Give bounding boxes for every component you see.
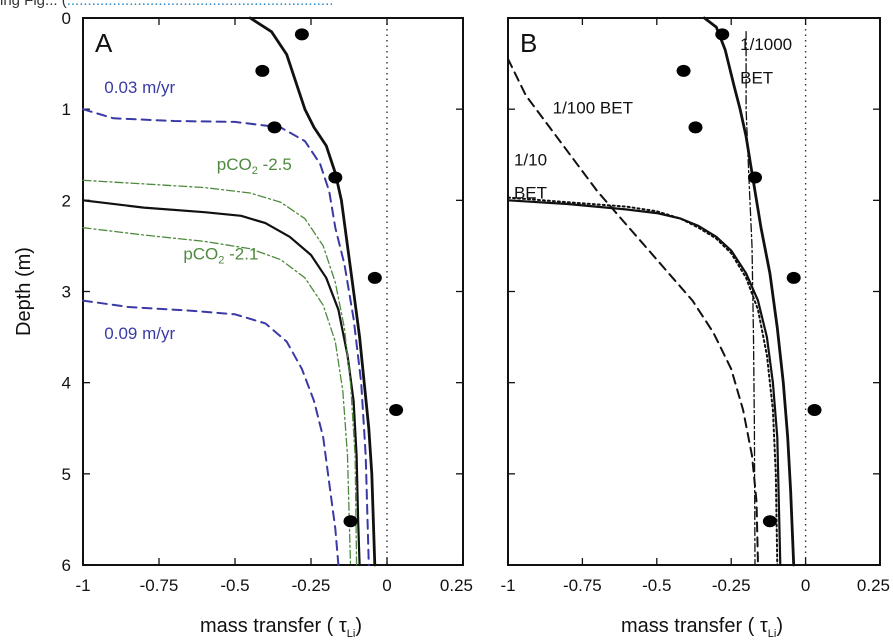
observation-point	[255, 64, 270, 77]
chart-panel-b: -1 -0.75 -0.5 -0.25 0 0.25 1/1000 BET 1/100 BET 1…	[500, 16, 890, 640]
observation-point	[715, 28, 730, 41]
y-tick-label: 6	[62, 556, 71, 575]
observation-point	[807, 404, 822, 417]
panel-label: A	[95, 28, 113, 58]
series-annotation: 1/10	[514, 151, 547, 170]
page-top-cut-link[interactable]: ........................................…	[66, 0, 334, 9]
series-line-0	[703, 16, 796, 567]
series-annotation: BET	[514, 184, 547, 203]
page-top-cut-text: ing Fig... (............................…	[0, 0, 333, 9]
series-annotation: 0.03 m/yr	[104, 78, 175, 97]
x-tick-label: -0.5	[220, 576, 249, 595]
series-line-5	[82, 227, 352, 566]
x-tick-label: -0.75	[563, 576, 602, 595]
y-tick-label: 3	[62, 283, 71, 302]
series-line-2	[82, 108, 370, 566]
x-tick-label: -0.5	[642, 576, 671, 595]
series-annotation: pCO2 -2.1	[183, 245, 258, 267]
series-line-1	[506, 199, 782, 567]
x-tick-label: 0	[801, 576, 810, 595]
x-tick-label: -1	[75, 576, 90, 595]
series-annotation: 1/100 BET	[553, 99, 633, 118]
x-tick-label: -0.25	[712, 576, 751, 595]
x-axis-label: mass transfer ( τLi)	[621, 615, 783, 640]
series-line-4	[82, 179, 358, 566]
series-line-0	[248, 16, 377, 567]
series-annotation: 0.09 m/yr	[104, 324, 175, 343]
series-line-4	[745, 31, 756, 566]
y-axis-label: Depth (m)	[13, 247, 35, 336]
y-tick-label: 2	[62, 191, 71, 210]
series-annotation: pCO2 -2.5	[217, 155, 292, 177]
series-line-2	[507, 196, 779, 566]
x-tick-label: 0.25	[857, 576, 890, 595]
series-annotation: BET	[740, 69, 773, 88]
x-tick-label: 0	[382, 576, 391, 595]
y-tick-label: 0	[62, 9, 71, 28]
y-tick-label: 4	[62, 374, 71, 393]
observation-point	[786, 271, 801, 284]
x-axis-label: mass transfer ( τLi)	[200, 615, 362, 640]
series-annotation: 1/1000	[740, 35, 792, 54]
observation-point	[343, 515, 358, 528]
observation-point	[267, 121, 282, 134]
y-tick-label: 5	[62, 465, 71, 484]
x-tick-label: 0.25	[440, 576, 473, 595]
series-line-3	[82, 299, 340, 566]
series-line-3	[507, 58, 759, 566]
observation-point	[748, 171, 763, 184]
y-tick-label: 1	[62, 100, 71, 119]
x-tick-label: -0.75	[140, 576, 179, 595]
observation-point	[762, 515, 777, 528]
observation-point	[367, 271, 382, 284]
panel-label: B	[520, 28, 537, 58]
observation-point	[389, 404, 404, 417]
x-tick-label: -1	[500, 576, 515, 595]
x-tick-label: -0.25	[292, 576, 331, 595]
observation-point	[676, 64, 691, 77]
chart-panel-a: -1 -0.75 -0.5 -0.25 0 0.25 0 1 2 3 4 5 6 0.03 m/yr 0.0…	[13, 9, 473, 640]
observation-point	[328, 171, 343, 184]
observation-point	[294, 28, 309, 41]
observation-point	[688, 121, 703, 134]
series-line-1	[81, 199, 361, 567]
plot-frame	[82, 17, 464, 566]
